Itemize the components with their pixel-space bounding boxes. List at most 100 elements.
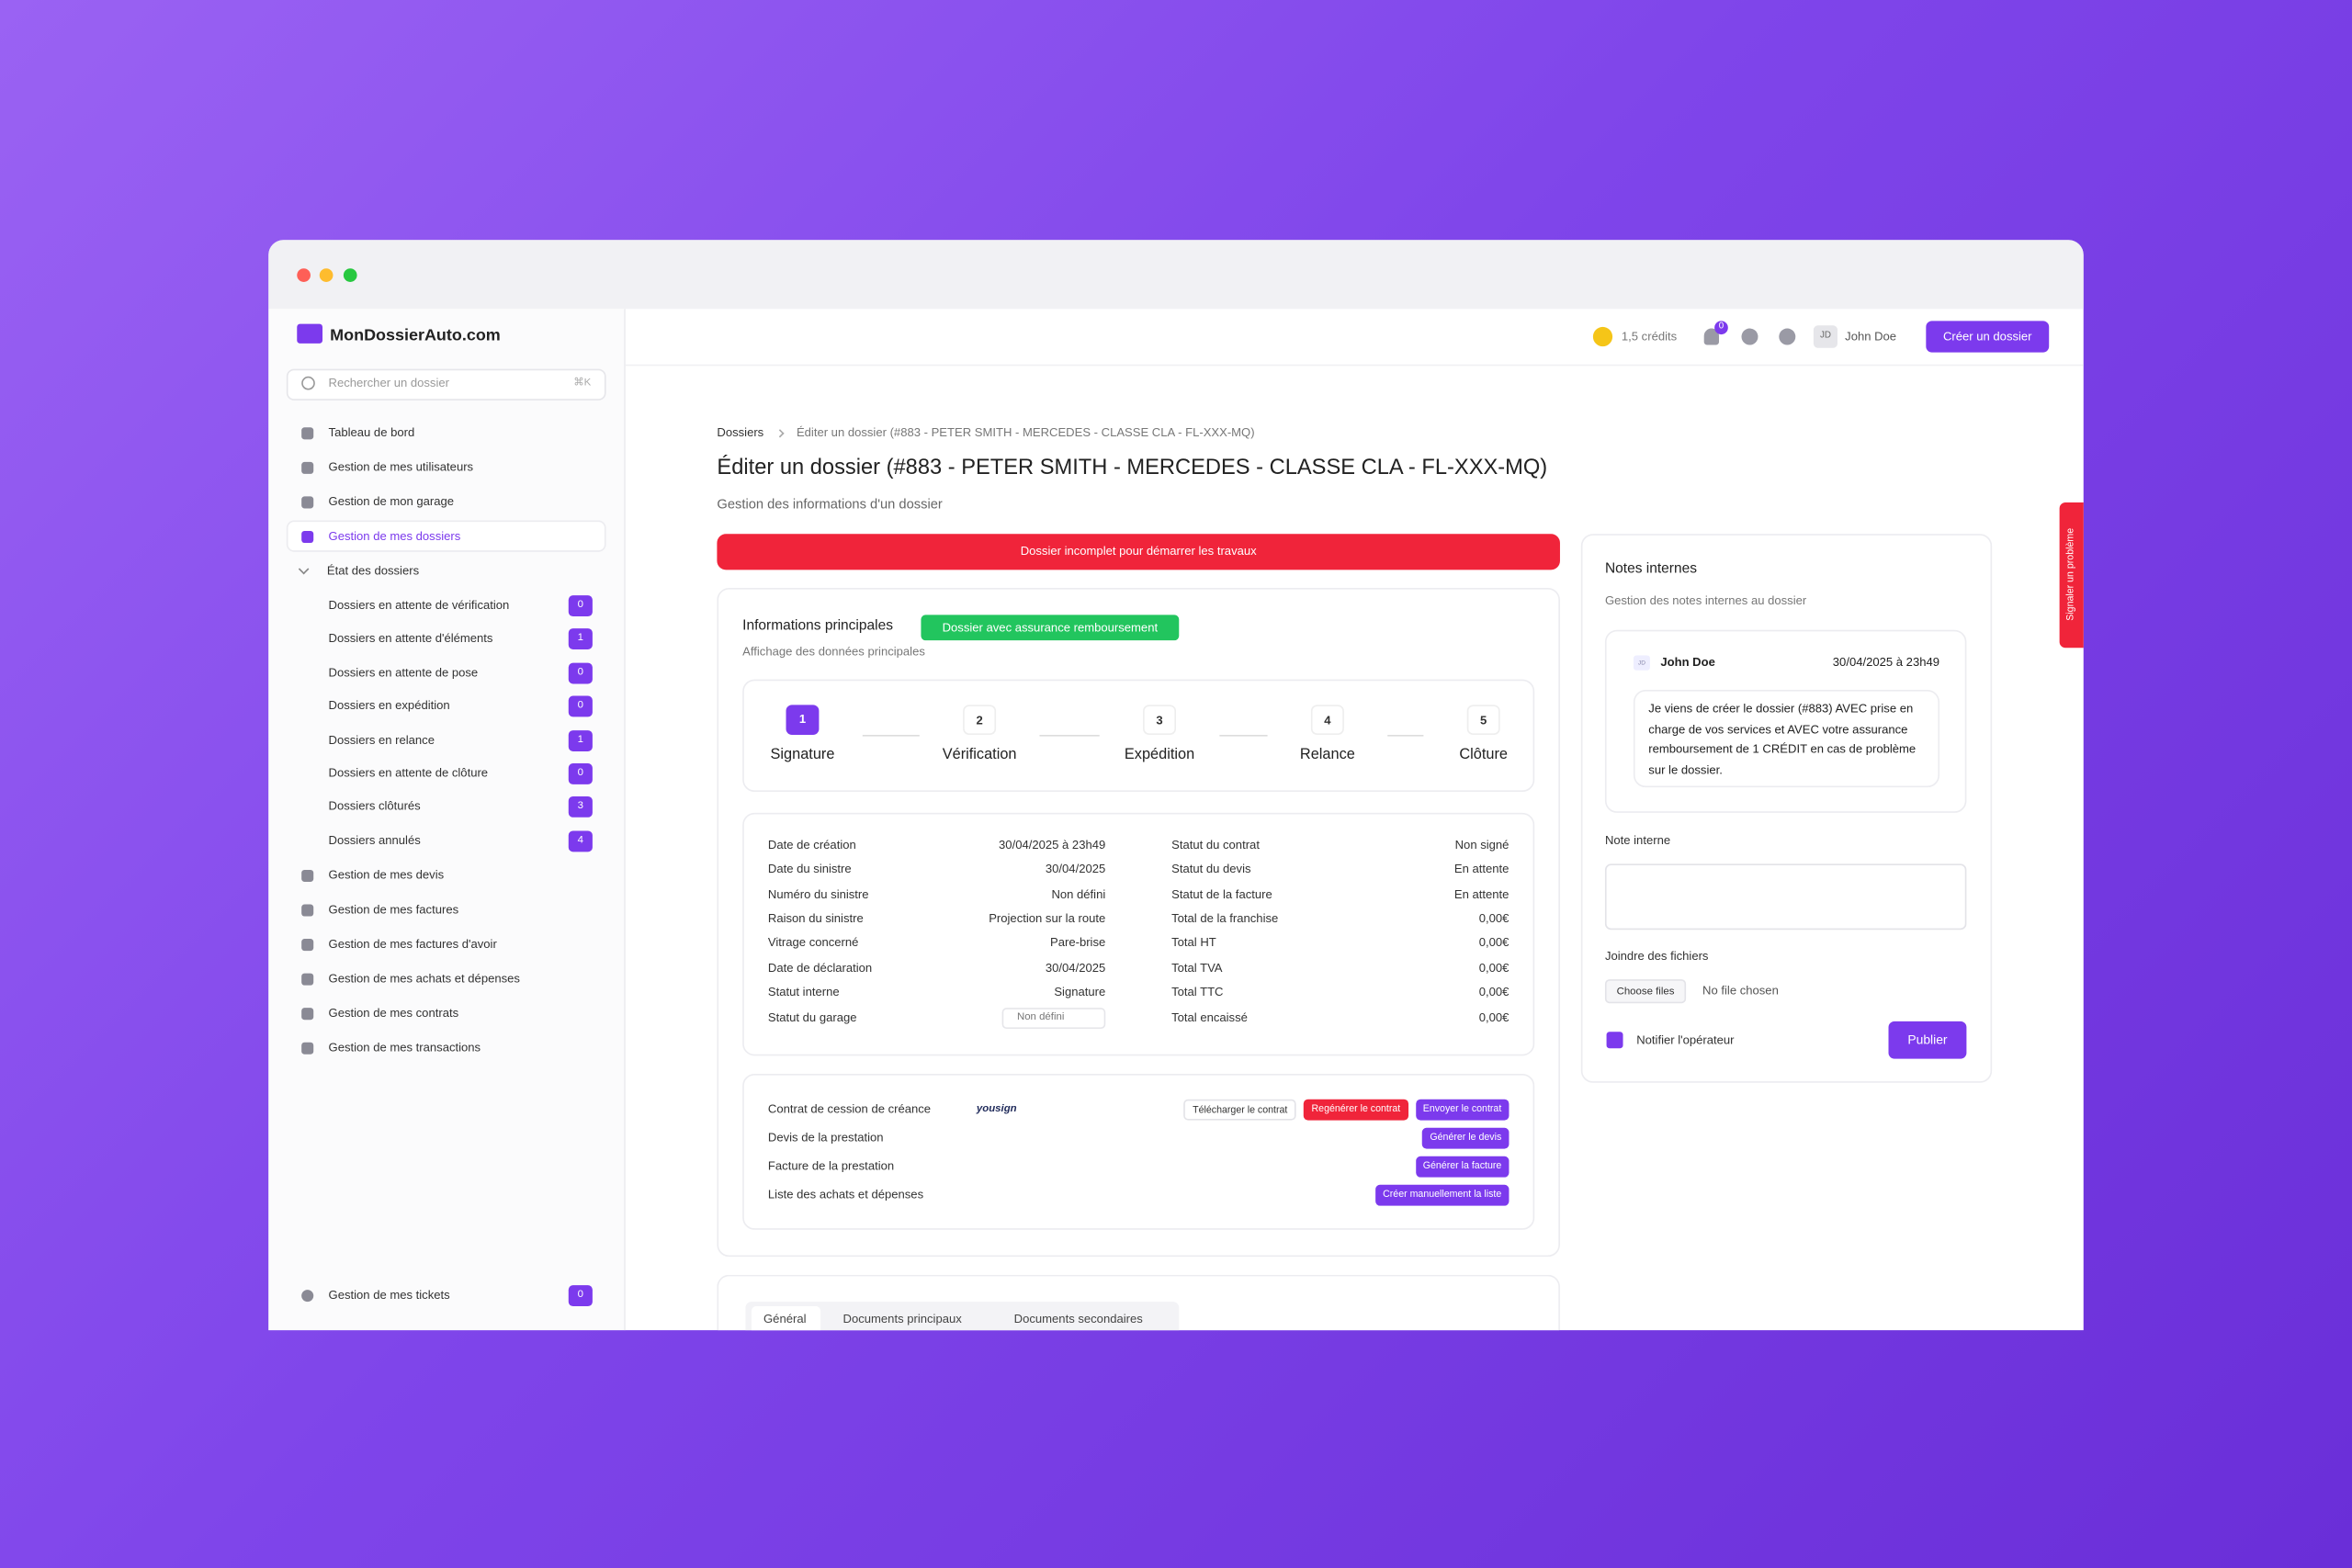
detail-value: 30/04/2025 <box>1045 961 1106 976</box>
side-tab-label: Signaler un problème <box>2065 527 2076 621</box>
detail-label: Statut du devis <box>1171 862 1251 876</box>
document-button[interactable]: Générer la facture <box>1415 1156 1510 1178</box>
count-badge: 1 <box>568 729 593 751</box>
nav-icon <box>301 461 314 474</box>
details-panel <box>742 812 1535 1056</box>
breadcrumb-root[interactable]: Dossiers <box>717 425 764 440</box>
notes-subtitle: Gestion des notes internes au dossier <box>1604 593 1807 608</box>
nav-subitem[interactable]: Dossiers en attente de pose <box>328 665 479 680</box>
nav-item[interactable]: Gestion de mes contrats <box>328 1006 459 1021</box>
nav-item-active[interactable] <box>286 520 606 552</box>
files-label: Joindre des fichiers <box>1604 949 1709 964</box>
count-badge: 3 <box>568 796 593 818</box>
side-tab[interactable] <box>2059 502 2084 649</box>
step-number: 5 <box>1466 705 1500 735</box>
step-number: 1 <box>786 705 820 735</box>
nav-subitem[interactable]: Dossiers en attente de clôture <box>328 766 489 780</box>
button-row: Générer le devis <box>909 1127 1510 1149</box>
nav-subitem[interactable]: Dossiers en attente de vérification <box>328 598 510 613</box>
help-icon[interactable] <box>1741 328 1758 345</box>
tab[interactable]: Général <box>763 1312 807 1326</box>
nav-item[interactable]: Gestion de mes factures <box>328 902 459 917</box>
search-icon <box>301 376 315 390</box>
document-button[interactable]: Télécharger le contrat <box>1183 1099 1297 1121</box>
step-connector <box>1039 734 1100 737</box>
nav-item[interactable]: Gestion de mes tickets <box>328 1288 450 1303</box>
nav-subitem[interactable]: Dossiers annulés <box>328 833 421 848</box>
nav-item[interactable]: Gestion de mes transactions <box>328 1041 481 1055</box>
detail-value: 0,00€ <box>1478 935 1510 950</box>
no-file: No file chosen <box>1702 984 1779 998</box>
nav-item[interactable]: Gestion de mes factures d'avoir <box>328 937 497 952</box>
document-button[interactable]: Envoyer le contrat <box>1415 1099 1510 1121</box>
count-badge: 1 <box>568 628 593 650</box>
note-bubble <box>1633 690 1940 788</box>
count-badge: 0 <box>568 763 593 784</box>
nav-group[interactable]: État des dossiers <box>326 563 420 578</box>
user-name: John Doe <box>1845 330 1897 344</box>
notification-badge: 0 <box>1714 321 1728 335</box>
documents-panel <box>742 1073 1535 1230</box>
nav-icon <box>301 427 314 440</box>
detail-label: Vitrage concerné <box>767 935 859 950</box>
document-button[interactable]: Générer le devis <box>1422 1127 1510 1149</box>
choose-files[interactable]: Choose files <box>1604 979 1687 1004</box>
detail-label: Total TVA <box>1171 961 1223 976</box>
detail-value: 0,00€ <box>1478 1010 1510 1025</box>
tab[interactable]: Documents secondaires <box>1013 1312 1143 1326</box>
document-label: Facture de la prestation <box>767 1159 895 1173</box>
publish-button[interactable]: Publier <box>1888 1021 1967 1059</box>
badge: Dossier avec assurance remboursement <box>921 615 1180 641</box>
nav-subitem[interactable]: Dossiers en attente d'éléments <box>328 631 493 646</box>
search-shortcut: ⌘K <box>573 378 592 389</box>
detail-label: Date de création <box>767 838 856 852</box>
document-button[interactable]: Regénérer le contrat <box>1304 1099 1408 1121</box>
note-text: Je viens de créer le dossier (#883) AVEC… <box>1648 702 1917 776</box>
document-label: Contrat de cession de créance <box>767 1102 932 1116</box>
logo-icon <box>297 323 323 344</box>
notify-checkbox[interactable] <box>1606 1032 1623 1049</box>
nav-subitem[interactable]: Dossiers en expédition <box>328 699 450 713</box>
nav-item[interactable]: Gestion de mes achats et dépenses <box>328 971 520 986</box>
nav-item[interactable]: Tableau de bord <box>328 425 415 440</box>
detail-value: Non signé <box>1454 838 1510 852</box>
zoom-dot <box>343 268 357 282</box>
detail-value: 30/04/2025 à 23h49 <box>999 838 1106 852</box>
detail-label: Raison du sinistre <box>767 911 864 926</box>
notes-title: Notes internes <box>1604 560 1697 578</box>
nav-subitem[interactable]: Dossiers en relance <box>328 732 435 747</box>
nav-subitem[interactable]: Dossiers clôturés <box>328 799 421 814</box>
step-connector <box>862 734 920 737</box>
nav-item[interactable]: Gestion de mon garage <box>328 494 455 509</box>
detail-value: Signature <box>1054 985 1106 999</box>
select[interactable] <box>1001 1008 1106 1029</box>
document-button[interactable]: Créer manuellement la liste <box>1374 1184 1510 1206</box>
bell-icon[interactable] <box>1703 328 1720 345</box>
nav-item[interactable]: Gestion de mes dossiers <box>328 529 461 544</box>
step-number: 3 <box>1143 705 1176 735</box>
count-badge: 4 <box>568 830 593 852</box>
search-box[interactable] <box>286 368 606 400</box>
title-bar <box>268 240 2084 310</box>
step-label: Relance <box>1299 747 1355 764</box>
close-dot <box>297 268 311 282</box>
detail-label: Total HT <box>1171 935 1216 950</box>
topbar <box>625 309 2084 367</box>
tab[interactable]: Documents principaux <box>842 1312 962 1326</box>
button-row: Télécharger le contrat Regénérer le contr… <box>909 1099 1510 1121</box>
detail-value: 0,00€ <box>1478 911 1510 926</box>
note-textarea[interactable] <box>1604 863 1967 931</box>
detail-value: Non défini <box>1051 887 1106 902</box>
detail-label: Date de déclaration <box>767 961 873 976</box>
icon <box>301 939 314 952</box>
detail-label: Total de la franchise <box>1171 911 1279 926</box>
theme-icon[interactable] <box>1779 328 1796 345</box>
step-number: 4 <box>1310 705 1344 735</box>
create-button[interactable]: Créer un dossier <box>1926 321 2050 353</box>
nav-item[interactable]: Gestion de mes utilisateurs <box>328 460 474 474</box>
detail-value: 30/04/2025 <box>1045 862 1106 876</box>
nav-item[interactable]: Gestion de mes devis <box>328 868 445 882</box>
step-connector <box>1387 734 1424 737</box>
detail-value: Projection sur la route <box>989 911 1106 926</box>
